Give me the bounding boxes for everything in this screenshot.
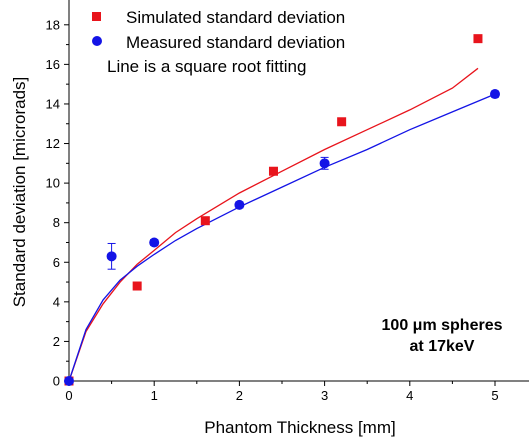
legend-label-measured: Measured standard deviation	[126, 33, 345, 52]
series-marks	[64, 34, 500, 386]
y-tick-label: 16	[46, 57, 60, 72]
x-tick-label: 0	[65, 388, 72, 403]
x-tick-label: 1	[151, 388, 158, 403]
legend-note: Line is a square root fitting	[107, 57, 306, 76]
x-tick-label: 2	[236, 388, 243, 403]
fit-lines	[68, 67, 496, 382]
point-measured	[234, 199, 245, 210]
point-simulated	[132, 281, 142, 291]
y-ticks: 0 2 4 6 8 10 12 14 16 18	[46, 17, 69, 389]
point-simulated	[268, 166, 278, 176]
y-axis-title: Standard deviation [microrads]	[10, 77, 29, 308]
point-measured	[490, 89, 500, 100]
point-measured	[149, 237, 160, 248]
y-tick-label: 8	[53, 215, 60, 230]
y-tick-label: 12	[46, 136, 60, 151]
point-measured	[64, 376, 74, 386]
annotation: 100 μm spheres at 17keV	[382, 317, 503, 355]
annotation-line-1: 100 μm spheres	[382, 317, 503, 334]
legend: Simulated standard deviation Measured st…	[92, 8, 345, 76]
annotation-line-2: at 17keV	[410, 338, 475, 355]
x-axis-title: Phantom Thickness [mm]	[204, 418, 395, 437]
y-tick-label: 6	[53, 255, 60, 270]
y-tick-label: 4	[53, 294, 60, 309]
y-tick-label: 0	[53, 374, 60, 389]
y-tick-label: 14	[46, 96, 60, 111]
y-tick-label: 18	[46, 17, 60, 32]
point-measured	[106, 251, 117, 262]
x-ticks: 0 1 2 3 4 5	[65, 381, 499, 403]
y-tick-label: 2	[53, 334, 60, 349]
point-simulated	[337, 117, 347, 127]
point-simulated	[473, 34, 483, 44]
legend-marker-simulated	[92, 12, 101, 21]
legend-label-simulated: Simulated standard deviation	[126, 8, 345, 27]
x-tick-label: 3	[321, 388, 328, 403]
point-measured	[319, 158, 330, 169]
fit-line	[68, 93, 496, 382]
x-tick-label: 4	[406, 388, 413, 403]
y-tick-label: 10	[46, 176, 60, 191]
x-tick-label: 5	[491, 388, 498, 403]
legend-marker-measured	[92, 36, 102, 46]
fit-line	[68, 67, 479, 382]
point-simulated	[200, 216, 210, 226]
